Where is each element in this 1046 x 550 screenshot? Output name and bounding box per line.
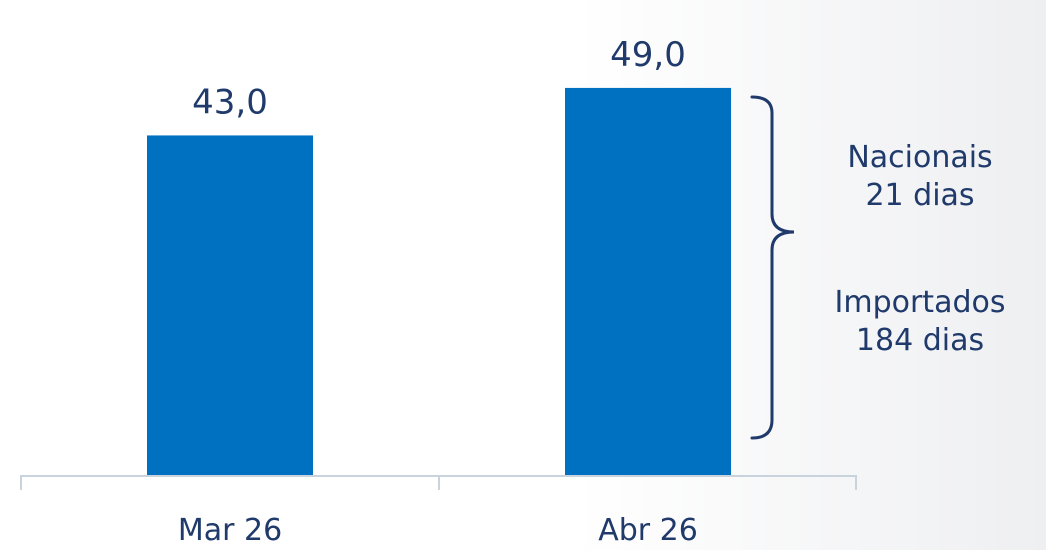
annotation-nacionais-line1: Nacionais bbox=[847, 140, 993, 175]
x-tick-label: Abr 26 bbox=[598, 513, 698, 548]
annotation-importados-line2: 184 dias bbox=[855, 323, 985, 358]
value-labels-group: 43,0 49,0 bbox=[192, 35, 686, 123]
annotation-importados: Importados 184 dias bbox=[802, 284, 1038, 360]
annotation-nacionais: Nacionais 21 dias bbox=[812, 139, 1028, 215]
bar-abr-26 bbox=[565, 87, 731, 477]
annotation-nacionais-line2: 21 dias bbox=[865, 178, 975, 213]
value-label: 43,0 bbox=[192, 82, 268, 122]
x-tick-label: Mar 26 bbox=[178, 513, 282, 548]
x-axis bbox=[20, 475, 857, 490]
bars-group bbox=[147, 87, 731, 477]
annotation-importados-line1: Importados bbox=[834, 285, 1006, 320]
value-label: 49,0 bbox=[610, 35, 686, 75]
curly-bracket bbox=[750, 95, 795, 440]
bar-mar-26 bbox=[147, 135, 313, 476]
x-tick-labels-group: Mar 26 Abr 26 bbox=[178, 513, 698, 548]
